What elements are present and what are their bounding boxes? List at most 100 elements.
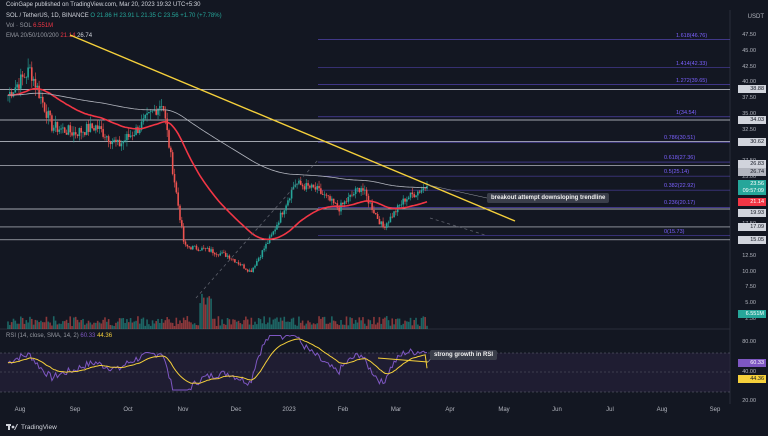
volume-bar [215, 325, 218, 329]
rsi-legend[interactable]: RSI (14, close, SMA, 14, 2) 60.33 44.36 [6, 333, 112, 339]
candle-body [102, 129, 104, 137]
candle-body [142, 118, 145, 122]
volume-bar [190, 322, 192, 329]
volume-bar [270, 324, 273, 329]
candle-body [299, 180, 302, 185]
x-tick-label: 2023 [282, 407, 296, 413]
candle-body [356, 187, 359, 189]
candle-body [126, 134, 128, 141]
volume-bar [49, 322, 51, 329]
volume-bar [276, 317, 278, 329]
volume-bar [58, 323, 61, 329]
candle-body [283, 210, 286, 215]
volume-bar [129, 318, 132, 329]
volume-bar [356, 322, 359, 329]
x-tick-label: Dec [230, 407, 242, 413]
candle-body [67, 125, 70, 135]
volume-bar [241, 324, 244, 329]
candles [7, 58, 428, 273]
volume-bar [80, 320, 82, 329]
volume-bar [243, 320, 245, 329]
candle-body [116, 139, 119, 142]
candle-body [56, 121, 59, 132]
candle-body [329, 196, 331, 201]
candle-body [131, 135, 134, 137]
volume-bar [426, 325, 428, 329]
volume-bar [12, 318, 15, 329]
candle-body [9, 91, 11, 96]
volume-bar [257, 317, 260, 329]
volume-bar [67, 322, 70, 329]
rsi-value-1: 60.33 [80, 333, 96, 339]
volume-bar [162, 322, 165, 329]
volume-bar [181, 323, 183, 329]
candle-body [241, 264, 244, 266]
volume-bar [329, 322, 331, 329]
volume-bar [351, 318, 353, 329]
volume-bar [98, 322, 101, 329]
candle-body [323, 194, 326, 196]
volume-bar [197, 325, 200, 329]
candle-body [91, 123, 93, 129]
candle-body [202, 247, 205, 249]
volume-bar [210, 298, 212, 329]
volume-bar [343, 324, 346, 329]
volume-bar [164, 320, 167, 329]
volume-bar [188, 321, 190, 329]
candle-body [331, 198, 333, 201]
volume-bar [314, 324, 317, 329]
candle-body [376, 214, 379, 219]
volume-bar [102, 319, 104, 329]
volume-bar [287, 321, 289, 329]
candle-body [246, 269, 249, 272]
rsi-value-2: 44.36 [97, 333, 113, 339]
price-badge-level: 34.03 [738, 116, 766, 124]
candle-body [164, 110, 167, 119]
ema-gray-line [7, 92, 428, 188]
candle-body [226, 255, 229, 257]
candle-body [23, 76, 26, 78]
volume-bar [10, 322, 13, 329]
volume-bar [96, 320, 99, 329]
candle-body [239, 264, 242, 266]
tradingview-footer[interactable]: TradingView [6, 423, 57, 431]
symbol-name[interactable]: SOL / TetherUS, 1D, BINANCE [6, 13, 89, 19]
x-tick-label: Apr [445, 407, 455, 413]
candle-body [351, 194, 353, 196]
price-badge-level: 19.93 [738, 208, 766, 217]
candle-body [321, 193, 324, 195]
candle-body [380, 221, 383, 225]
volume-bar [71, 325, 73, 329]
candle-body [402, 198, 405, 205]
price-tick-label: 47.50 [742, 32, 756, 38]
price-tick-label: 37.50 [742, 95, 756, 102]
candle-body [332, 198, 335, 204]
volume-bar [307, 320, 309, 329]
candle-body [365, 189, 368, 196]
volume-bar [285, 321, 287, 329]
volume-bar [365, 325, 368, 329]
volume-bar [318, 316, 320, 329]
candle-body [422, 188, 425, 191]
volume-bar [212, 318, 214, 329]
candle-body [325, 194, 328, 196]
volume-bar [409, 317, 412, 329]
candle-body [27, 67, 29, 78]
volume-bar [376, 322, 379, 329]
candle-body [252, 267, 254, 272]
price-tick-label: 5.00 [745, 300, 756, 307]
fib-level-label: 0.5(25.14) [664, 169, 690, 176]
candle-body [78, 128, 81, 137]
fib-level-label: 0(15.73) [664, 228, 685, 235]
volume-legend[interactable]: Vol · SOL 6.551M [6, 23, 53, 29]
candle-body [208, 247, 211, 252]
candle-body [71, 132, 73, 136]
volume-bar [7, 321, 9, 329]
candle-body [113, 139, 115, 142]
ema-legend[interactable]: EMA 20/50/100/200 21.14 26.74 [6, 33, 92, 39]
candle-body [373, 209, 375, 214]
volume-bar [254, 321, 256, 329]
candle-body [7, 95, 9, 96]
candle-body [201, 247, 203, 251]
